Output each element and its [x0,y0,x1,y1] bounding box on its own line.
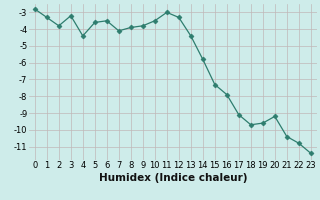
X-axis label: Humidex (Indice chaleur): Humidex (Indice chaleur) [99,173,247,183]
